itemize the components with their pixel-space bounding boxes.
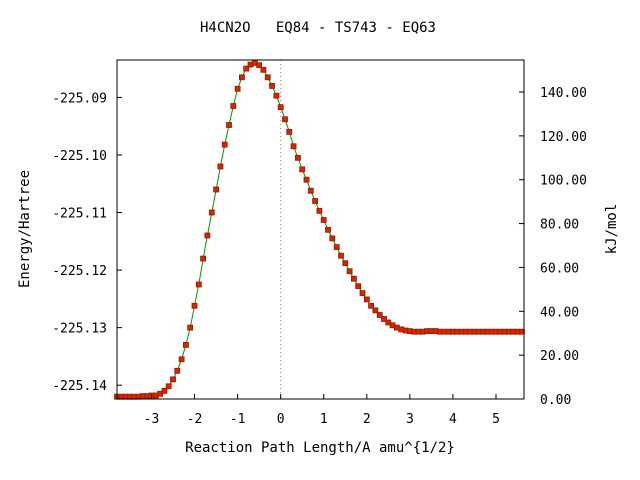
x-tick-label: -2	[187, 412, 203, 427]
data-point	[325, 226, 331, 233]
y2-tick-label: 80.00	[540, 218, 579, 233]
data-point	[269, 83, 275, 89]
x-tick-label: -1	[230, 412, 246, 427]
data-point	[363, 296, 370, 303]
y-tick-label: -225.13	[52, 322, 107, 337]
data-point	[350, 275, 357, 282]
y2-tick-label: 120.00	[540, 130, 587, 145]
data-point	[359, 290, 366, 297]
x-tick-label: 1	[320, 412, 328, 427]
data-point	[342, 260, 349, 267]
y2-axis-label: kJ/mol	[604, 204, 620, 255]
y-tick-label: -225.11	[52, 207, 107, 222]
y2-tick-label: 100.00	[540, 174, 587, 189]
data-point	[170, 376, 176, 383]
data-point	[191, 302, 198, 309]
chart-title: H4CN2O EQ84 - TS743 - EQ63	[200, 20, 436, 36]
data-point	[376, 312, 383, 318]
data-point	[264, 74, 271, 81]
data-point	[260, 66, 267, 73]
y-tick-label: -225.14	[52, 379, 107, 394]
data-point	[316, 207, 323, 214]
data-point	[161, 387, 168, 394]
data-point	[294, 154, 301, 161]
data-point	[200, 255, 207, 262]
x-tick-label: 5	[492, 412, 500, 427]
data-point	[221, 141, 228, 148]
data-point	[187, 324, 194, 331]
x-tick-label: 0	[277, 412, 285, 427]
y-axis-ticks: -225.09 -225.10 -225.11 -225.12 -225.13 -225.…	[52, 91, 122, 394]
data-point	[372, 307, 379, 314]
data-point	[381, 316, 387, 322]
data-point	[230, 103, 237, 109]
y-tick-label: -225.12	[52, 264, 107, 279]
data-point	[282, 116, 288, 123]
data-point	[165, 383, 172, 390]
data-point	[178, 356, 185, 363]
y2-tick-label: 140.00	[540, 86, 587, 101]
data-point	[320, 217, 327, 223]
plot-frame	[116, 59, 525, 400]
data-point	[333, 244, 340, 251]
data-point	[338, 252, 344, 259]
series-line	[117, 62, 522, 398]
x-tick-label: 2	[363, 412, 371, 427]
data-point	[234, 85, 241, 92]
y2-tick-label: 60.00	[540, 261, 579, 276]
data-point	[307, 187, 314, 194]
data-point	[273, 92, 280, 99]
y2-axis-ticks: 0.00 20.00 40.00 60.00 80.00 100.00 120.00 140.…	[519, 86, 587, 408]
data-point	[303, 176, 310, 183]
plot-area	[114, 60, 525, 400]
x-tick-label: 4	[449, 412, 457, 427]
y-axis-label: Energy/Hartree	[17, 170, 33, 288]
data-point	[299, 166, 306, 173]
data-point	[329, 235, 336, 242]
y-tick-label: -225.10	[52, 149, 107, 164]
x-axis-label: Reaction Path Length/A amu^{1/2}	[185, 440, 455, 456]
data-point	[174, 367, 181, 374]
data-point	[346, 268, 353, 275]
data-point	[213, 186, 220, 193]
y2-tick-label: 40.00	[540, 305, 579, 320]
data-point	[204, 232, 211, 239]
data-point	[355, 283, 362, 290]
data-point	[238, 74, 245, 81]
data-point	[277, 104, 284, 111]
data-point	[195, 281, 202, 288]
data-point	[290, 143, 297, 150]
data-point	[243, 65, 250, 72]
data-point	[256, 62, 263, 69]
data-point	[368, 302, 375, 309]
data-point	[312, 198, 319, 204]
y-tick-label: -225.09	[52, 91, 107, 106]
x-tick-label: 3	[406, 412, 414, 427]
x-axis-ticks: -3 -2 -1 0 1 2 3 4 5	[144, 394, 500, 427]
y2-tick-label: 20.00	[540, 349, 579, 364]
data-point	[208, 209, 215, 216]
data-point	[217, 163, 224, 170]
data-point	[182, 341, 189, 348]
data-point	[226, 122, 232, 128]
y2-tick-label: 0.00	[540, 393, 571, 408]
x-tick-label: -3	[144, 412, 160, 427]
data-point	[286, 128, 293, 135]
